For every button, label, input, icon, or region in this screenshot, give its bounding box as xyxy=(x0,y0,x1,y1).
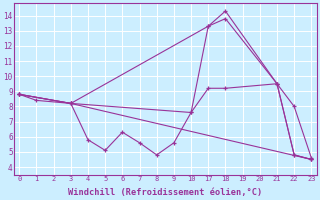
X-axis label: Windchill (Refroidissement éolien,°C): Windchill (Refroidissement éolien,°C) xyxy=(68,188,262,197)
